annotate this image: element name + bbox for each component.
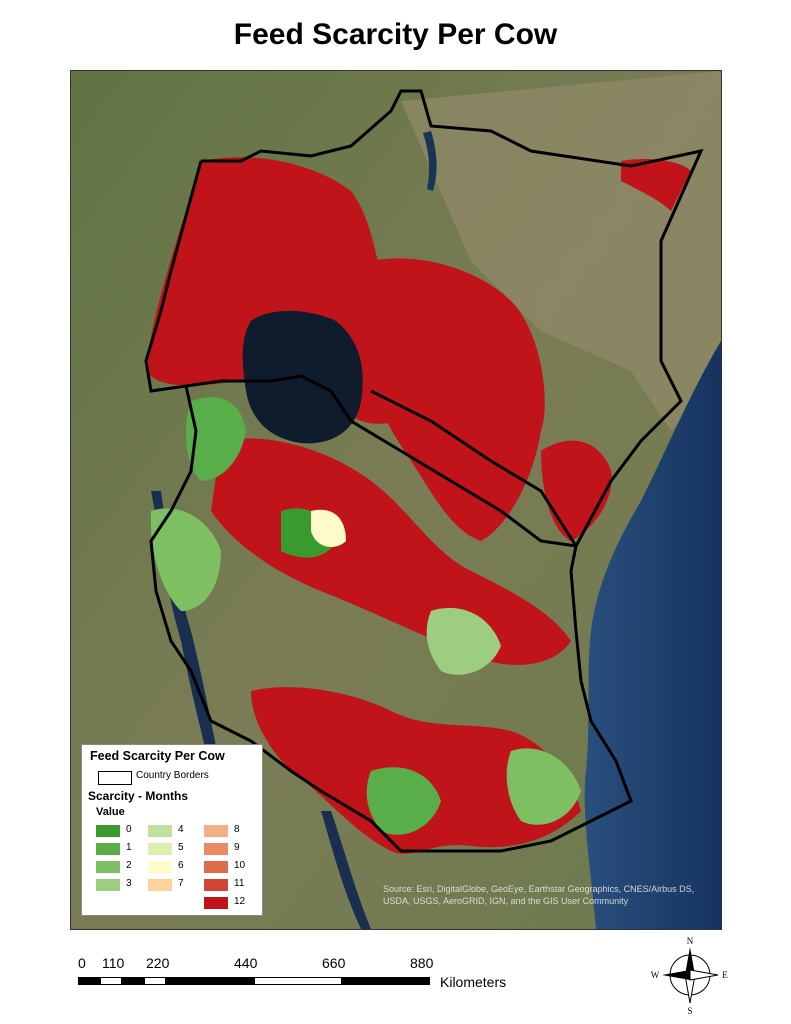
- border-uganda-kenya-outer: [144, 89, 704, 548]
- legend-swatch: [148, 825, 172, 837]
- region-west-green: [185, 397, 246, 481]
- legend-value: 7: [178, 878, 184, 889]
- country-borders: [144, 89, 704, 853]
- north-arrow-label-s: S: [687, 1006, 692, 1015]
- legend-swatch: [148, 879, 172, 891]
- ocean: [584, 341, 721, 929]
- legend-value-label: Value: [96, 806, 125, 818]
- scale-tick-label: 0: [78, 955, 86, 971]
- legend-value: 9: [234, 842, 240, 853]
- scale-segment: [122, 977, 144, 985]
- legend-layer-label: Scarcity - Months: [88, 789, 189, 803]
- legend-swatch: [204, 879, 228, 891]
- scale-segment: [342, 977, 430, 985]
- region-yellow-patch: [311, 509, 346, 547]
- legend-value: 6: [178, 860, 184, 871]
- region-kenya-central: [371, 258, 545, 541]
- north-arrow-needle-n: [685, 947, 695, 975]
- legend-title: Feed Scarcity Per Cow: [90, 749, 225, 763]
- legend-swatch: [204, 825, 228, 837]
- country-border-swatch: [98, 771, 132, 785]
- region-tanzania-south: [251, 687, 581, 854]
- scale-segment: [254, 977, 342, 985]
- border-tanzania: [149, 385, 633, 853]
- legend-swatch: [96, 879, 120, 891]
- scale-tick-label: 220: [146, 955, 170, 971]
- north-arrow-label-e: E: [722, 970, 728, 980]
- scale-bar: 0 110 220 440 660 880 Kilometers: [78, 955, 538, 995]
- scarcity-regions: [146, 157, 691, 854]
- legend-swatch: [148, 843, 172, 855]
- legend-value: 0: [126, 824, 132, 835]
- region-kenya-coast: [541, 440, 612, 541]
- north-arrow-needle-w: [662, 970, 690, 980]
- north-arrow-needle-e: [689, 969, 719, 981]
- north-arrow-label-n: N: [687, 936, 694, 946]
- legend-swatch: [148, 861, 172, 873]
- region-tanzania-green: [426, 607, 501, 675]
- scale-tick-label: 660: [322, 955, 346, 971]
- region-coast-green: [506, 748, 581, 825]
- legend-value: 12: [234, 896, 246, 907]
- legend-swatch: [96, 861, 120, 873]
- legend-value: 8: [234, 824, 240, 835]
- legend-value: 5: [178, 842, 184, 853]
- lake-malawi: [321, 811, 371, 929]
- scale-tick-label: 880: [410, 955, 434, 971]
- legend-swatch: [204, 861, 228, 873]
- scale-unit-label: Kilometers: [440, 974, 507, 990]
- scale-segment: [144, 977, 166, 985]
- scale-segment: [166, 977, 254, 985]
- country-border-label: Country Borders: [136, 770, 209, 781]
- scale-segment: [78, 977, 100, 985]
- legend-swatch: [204, 897, 228, 909]
- legend-swatch: [96, 825, 120, 837]
- legend-value: 3: [126, 878, 132, 889]
- north-arrow: N S E W: [651, 936, 729, 1015]
- map-attribution: Source: Esri, DigitalGlobe, GeoEye, Eart…: [383, 884, 695, 906]
- map-legend: Feed Scarcity Per Cow Country Borders Sc…: [81, 744, 263, 916]
- region-south-green: [366, 767, 441, 835]
- legend-value: 11: [234, 878, 245, 889]
- scale-tick-label: 440: [234, 955, 258, 971]
- legend-swatch: [204, 843, 228, 855]
- legend-value: 10: [234, 860, 246, 871]
- scale-tick-label: 110: [102, 955, 125, 971]
- border-kenya-tanzania: [370, 389, 578, 547]
- legend-value: 1: [126, 842, 132, 853]
- legend-value: 4: [178, 824, 184, 835]
- north-arrow-label-w: W: [651, 970, 660, 980]
- lake-turkana: [423, 131, 437, 191]
- legend-value: 2: [126, 860, 132, 871]
- region-south-west-green: [150, 508, 221, 611]
- region-ethiopia-border: [621, 159, 691, 211]
- legend-swatch: [96, 843, 120, 855]
- region-tanzania-north: [211, 438, 571, 665]
- scale-segment: [100, 977, 122, 985]
- map-title: Feed Scarcity Per Cow: [233, 18, 558, 51]
